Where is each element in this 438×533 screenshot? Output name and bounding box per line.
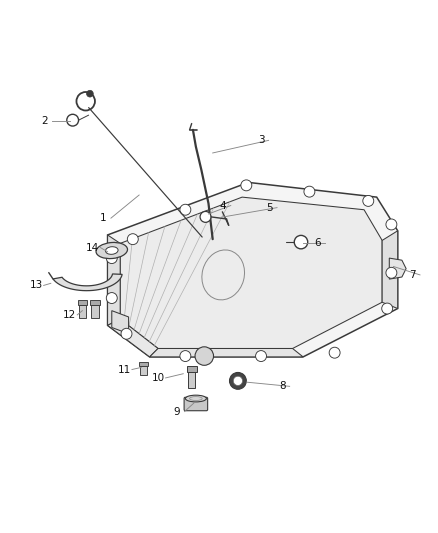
Circle shape: [382, 303, 392, 314]
Circle shape: [363, 196, 374, 206]
Circle shape: [195, 347, 214, 365]
Text: 14: 14: [86, 243, 99, 253]
Text: 13: 13: [29, 280, 43, 290]
Circle shape: [329, 347, 340, 358]
Polygon shape: [112, 311, 129, 334]
Polygon shape: [150, 349, 303, 357]
Circle shape: [386, 268, 397, 278]
FancyBboxPatch shape: [140, 366, 147, 375]
FancyBboxPatch shape: [187, 366, 197, 372]
Circle shape: [304, 186, 315, 197]
Circle shape: [233, 376, 243, 385]
Circle shape: [127, 233, 138, 245]
Circle shape: [241, 180, 252, 191]
Circle shape: [180, 351, 191, 361]
Polygon shape: [389, 258, 406, 279]
Polygon shape: [108, 182, 398, 357]
Ellipse shape: [185, 395, 206, 402]
Text: 12: 12: [63, 310, 76, 320]
Circle shape: [87, 90, 93, 97]
Circle shape: [200, 212, 211, 222]
Text: 8: 8: [279, 381, 286, 391]
Polygon shape: [108, 235, 120, 325]
Polygon shape: [108, 319, 158, 357]
FancyBboxPatch shape: [184, 397, 208, 411]
Circle shape: [106, 293, 117, 303]
Circle shape: [386, 219, 397, 230]
Text: 3: 3: [258, 135, 265, 146]
Polygon shape: [382, 231, 398, 309]
Text: 6: 6: [314, 238, 321, 248]
Text: 10: 10: [152, 373, 165, 383]
Polygon shape: [53, 274, 122, 290]
Text: 9: 9: [173, 407, 180, 417]
Circle shape: [67, 114, 78, 126]
Polygon shape: [120, 197, 382, 349]
Text: 2: 2: [41, 116, 48, 126]
Circle shape: [256, 351, 266, 361]
Ellipse shape: [96, 243, 127, 259]
Circle shape: [294, 236, 308, 249]
Circle shape: [121, 328, 132, 339]
Text: 1: 1: [100, 213, 107, 223]
FancyBboxPatch shape: [91, 305, 99, 318]
Text: 7: 7: [409, 270, 416, 280]
Text: 11: 11: [118, 365, 131, 375]
FancyBboxPatch shape: [78, 305, 86, 318]
Ellipse shape: [106, 247, 118, 254]
Circle shape: [230, 373, 246, 389]
FancyBboxPatch shape: [139, 361, 148, 366]
Circle shape: [180, 204, 191, 215]
FancyBboxPatch shape: [78, 300, 87, 305]
Circle shape: [106, 253, 117, 263]
FancyBboxPatch shape: [188, 372, 195, 387]
FancyBboxPatch shape: [90, 300, 99, 305]
Text: 4: 4: [220, 200, 226, 211]
Text: 5: 5: [266, 203, 273, 213]
